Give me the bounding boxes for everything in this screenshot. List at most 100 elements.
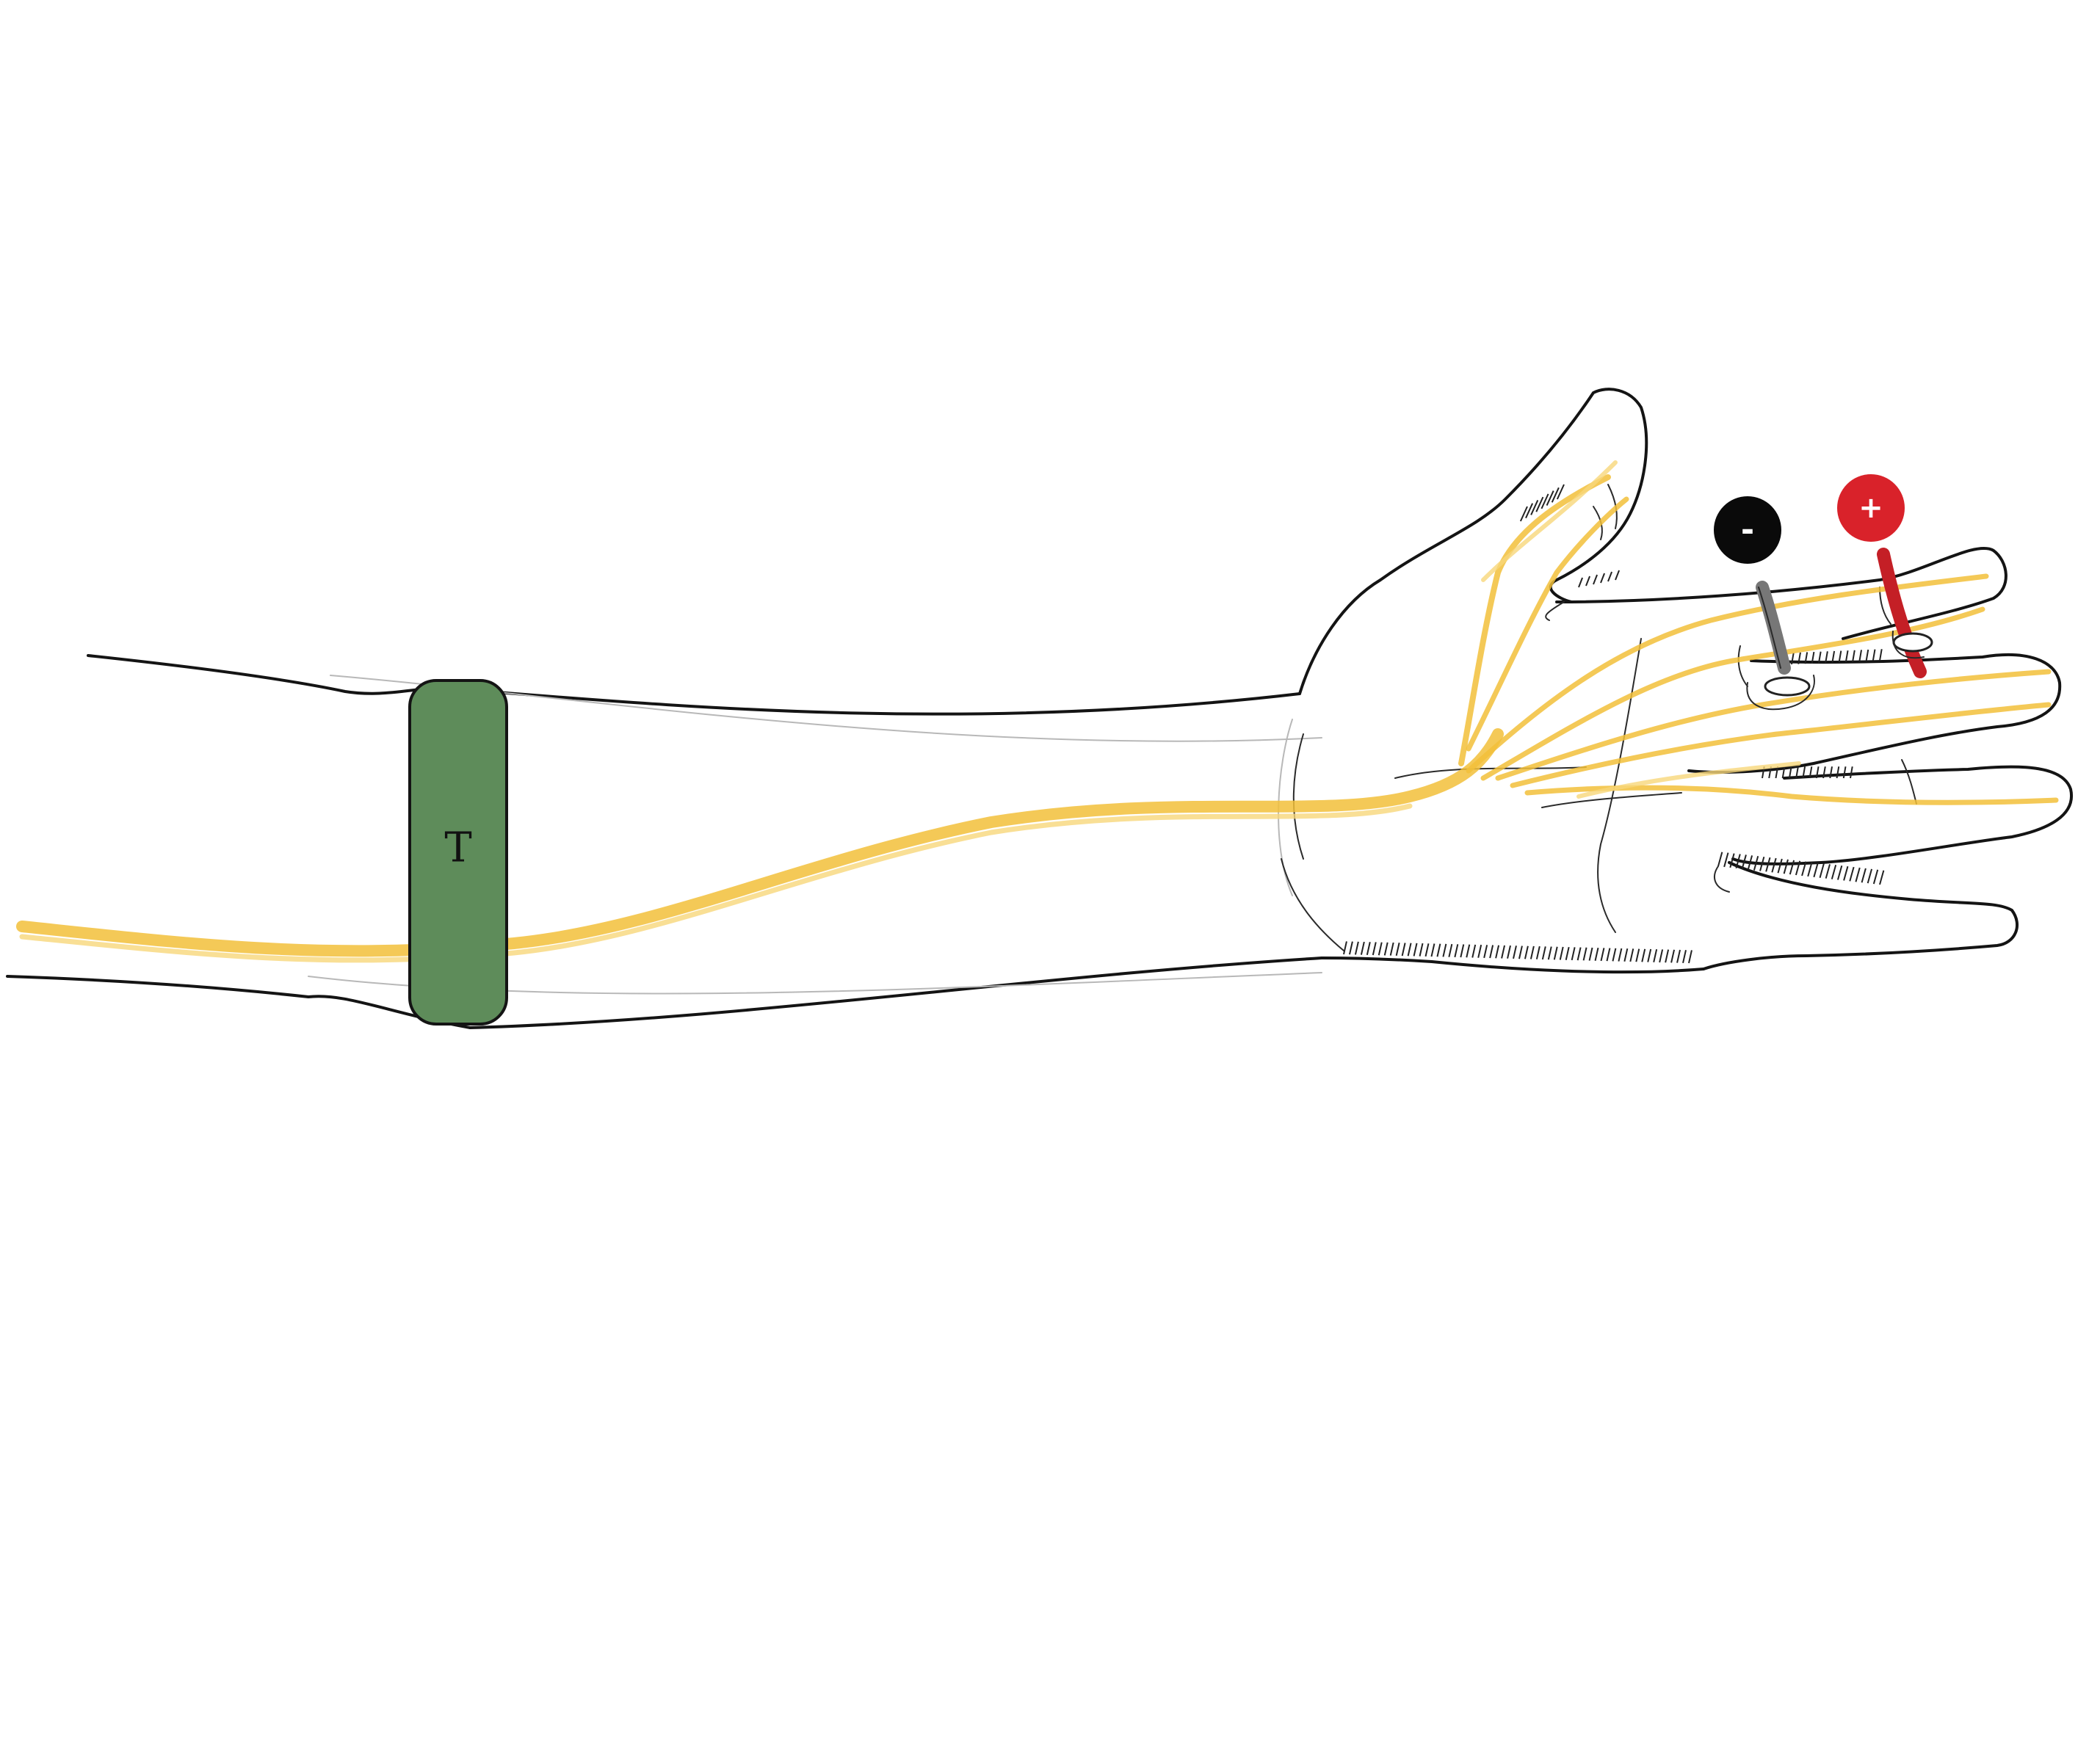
hatch-stroke (1641, 948, 1646, 962)
hatch-stroke (1430, 943, 1435, 957)
hatch-stroke (1519, 506, 1528, 522)
hatch-stroke (1670, 949, 1676, 963)
hatch-stroke (1582, 947, 1587, 961)
hatch-stroke (1659, 949, 1664, 963)
hatch-stroke (1629, 948, 1634, 962)
hatch-stroke (1809, 766, 1813, 779)
hatch-stroke (1466, 944, 1471, 958)
hatch-stroke (1535, 945, 1540, 959)
hatch-stroke (1753, 856, 1759, 871)
hatch-stroke (1802, 766, 1806, 779)
hatch-stroke (1401, 943, 1406, 957)
hatch-stroke (1836, 766, 1840, 779)
hatch-stroke (1676, 949, 1681, 963)
hatch-stroke (1377, 942, 1383, 956)
hatch-stroke (1489, 945, 1494, 959)
hatch-stroke (1436, 943, 1441, 957)
hatch-stroke (1825, 864, 1831, 879)
hatch-stroke (1407, 943, 1412, 957)
hatch-stroke (1831, 865, 1837, 879)
hatch-stroke (1781, 766, 1786, 779)
hatch-stroke (1815, 766, 1820, 779)
hatch-stroke (1553, 946, 1558, 960)
hatch-stroke (1858, 650, 1863, 662)
hatch-stroke (1372, 942, 1377, 956)
hatch-stroke (1844, 650, 1849, 663)
hatch-stroke (1551, 487, 1560, 503)
hatch-stroke (1855, 867, 1861, 882)
hatch-stroke (1849, 866, 1855, 882)
hatch-stroke (1653, 948, 1658, 962)
positive-ring-electrode (1877, 548, 1933, 678)
hatch-stroke (1789, 860, 1795, 875)
hatch-stroke (1448, 943, 1453, 957)
hatch-stroke (1389, 942, 1394, 956)
hatch-stroke (1723, 852, 1729, 868)
hatch-stroke (1578, 577, 1584, 588)
hatch-stroke (1852, 650, 1856, 662)
hatch-stroke (1612, 948, 1617, 962)
hatch-stroke (1546, 490, 1554, 506)
hatch-stroke (1804, 652, 1809, 664)
hatch-stroke (1771, 857, 1777, 873)
hatch-stroke (1872, 869, 1879, 885)
ring-electrode-icon (1746, 548, 1933, 711)
hatch-stroke (1366, 942, 1371, 956)
hatch-stroke (1791, 653, 1795, 665)
tourniquet-cuff-icon: T (408, 679, 508, 1026)
arm-icon (6, 654, 1323, 1029)
hatch-stroke (1471, 944, 1477, 958)
positive-electrode-badge: + (1837, 474, 1905, 542)
hatch-stroke (1729, 853, 1735, 868)
hatch-stroke (1647, 948, 1652, 962)
negative-ring-electrode (1746, 581, 1815, 711)
nerve-icon (16, 460, 2059, 963)
hatch-stroke (1822, 766, 1826, 779)
hatch-stroke (1442, 943, 1447, 957)
hatch-stroke (1419, 943, 1424, 957)
hatch-stroke (1600, 573, 1606, 584)
hatch-stroke (1872, 649, 1876, 661)
hatch-stroke (1867, 868, 1873, 884)
hatch-stroke (1607, 571, 1613, 582)
hatch-stroke (1576, 947, 1582, 961)
hatch-stroke (1801, 861, 1807, 876)
hatch-stroke (1861, 868, 1867, 883)
hatch-stroke (1759, 856, 1765, 871)
hatch-stroke (1565, 946, 1570, 960)
hatch-stroke (1593, 574, 1599, 585)
hatch-stroke (1777, 858, 1783, 874)
hatch-stroke (1741, 854, 1747, 869)
hatch-stroke (1788, 766, 1792, 779)
hatch-stroke (1535, 496, 1544, 512)
hatch-stroke (1797, 652, 1801, 664)
hatch-stroke (1413, 943, 1418, 957)
hatch-stroke (1623, 948, 1629, 962)
hatch-stroke (1765, 857, 1771, 872)
hatch-stroke (1735, 854, 1741, 869)
hatch-stroke (1460, 944, 1465, 958)
hatch-stroke (1838, 650, 1842, 663)
hatch-stroke (1588, 947, 1593, 961)
hatch-stroke (1525, 503, 1534, 519)
hatch-stroke (1688, 950, 1692, 964)
hatch-stroke (1813, 863, 1819, 878)
negative-electrode-badge: - (1714, 496, 1781, 564)
hatch-stroke (1717, 852, 1723, 867)
hatch-stroke (1343, 941, 1347, 955)
hatch-stroke (1682, 950, 1687, 964)
hatch-stroke (1825, 651, 1828, 664)
hatch-stroke (1348, 941, 1353, 955)
hatch-stroke (1495, 945, 1500, 959)
hatch-stroke (1635, 948, 1640, 962)
hatch-stroke (1618, 948, 1623, 962)
hatch-stroke (1547, 946, 1552, 960)
negative-symbol: - (1741, 512, 1754, 549)
hatch-stroke (1501, 945, 1506, 959)
hatch-stroke (1477, 944, 1482, 958)
hatch-stroke (1747, 855, 1753, 870)
hatch-stroke (1836, 865, 1843, 880)
hatch-stroke (1842, 766, 1847, 779)
hatch-stroke (1529, 945, 1535, 959)
